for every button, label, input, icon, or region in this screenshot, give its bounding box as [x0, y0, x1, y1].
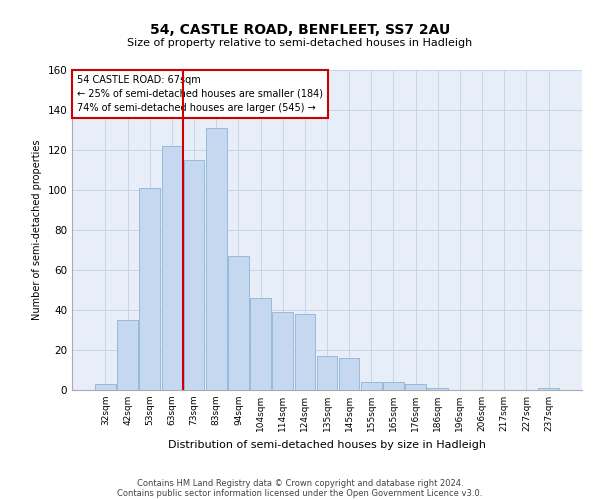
Bar: [538, 388, 559, 390]
Bar: [228, 256, 248, 390]
Y-axis label: Number of semi-detached properties: Number of semi-detached properties: [32, 140, 42, 320]
Text: 54 CASTLE ROAD: 67sqm
← 25% of semi-detached houses are smaller (184)
74% of sem: 54 CASTLE ROAD: 67sqm ← 25% of semi-deta…: [77, 75, 323, 113]
Bar: [139, 188, 160, 390]
Text: Size of property relative to semi-detached houses in Hadleigh: Size of property relative to semi-detach…: [127, 38, 473, 48]
Bar: [361, 382, 382, 390]
Bar: [250, 298, 271, 390]
X-axis label: Distribution of semi-detached houses by size in Hadleigh: Distribution of semi-detached houses by …: [168, 440, 486, 450]
Bar: [406, 384, 426, 390]
Bar: [272, 312, 293, 390]
Bar: [118, 320, 138, 390]
Text: Contains HM Land Registry data © Crown copyright and database right 2024.: Contains HM Land Registry data © Crown c…: [137, 478, 463, 488]
Bar: [206, 128, 227, 390]
Bar: [317, 356, 337, 390]
Bar: [427, 388, 448, 390]
Bar: [95, 384, 116, 390]
Bar: [295, 314, 315, 390]
Bar: [161, 146, 182, 390]
Text: Contains public sector information licensed under the Open Government Licence v3: Contains public sector information licen…: [118, 488, 482, 498]
Bar: [184, 160, 205, 390]
Text: 54, CASTLE ROAD, BENFLEET, SS7 2AU: 54, CASTLE ROAD, BENFLEET, SS7 2AU: [150, 22, 450, 36]
Bar: [383, 382, 404, 390]
Bar: [339, 358, 359, 390]
